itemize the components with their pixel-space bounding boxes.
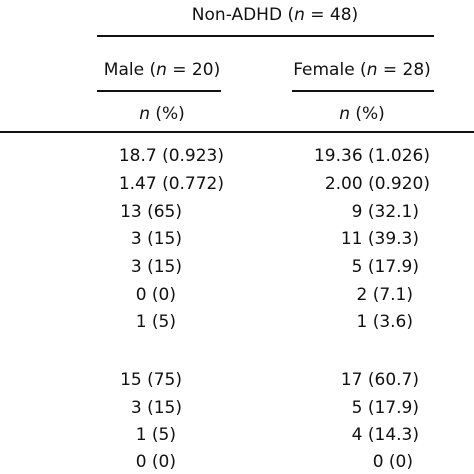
female-cell: 19.36 (1.026) — [313, 146, 430, 166]
female-cell: 0 (0) — [372, 452, 413, 472]
male-column-header: Male (n = 20) — [103, 60, 221, 80]
female-cell: 1 (3.6) — [356, 312, 413, 332]
group-title-rule — [97, 35, 434, 37]
female-column-header: Female (n = 28) — [293, 60, 431, 80]
group-title: Non-ADHD (n = 48) — [191, 5, 359, 25]
male-cell: 0 (0) — [135, 452, 176, 472]
male-cell: 1 (5) — [135, 425, 176, 445]
female-cell: 11 (39.3) — [340, 229, 419, 249]
female-cell: 2 (7.1) — [356, 285, 413, 305]
male-cell: 0 (0) — [135, 285, 176, 305]
female-cell: 5 (17.9) — [351, 398, 419, 418]
female-subheader: n (%) — [339, 104, 385, 124]
table-header-rule — [0, 131, 474, 133]
female-header-rule — [292, 90, 434, 92]
male-header-rule — [97, 90, 221, 92]
male-cell: 1 (5) — [135, 312, 176, 332]
male-cell: 1.47 (0.772) — [118, 174, 224, 194]
male-cell: 3 (15) — [130, 229, 182, 249]
male-cell: 3 (15) — [130, 398, 182, 418]
female-cell: 2.00 (0.920) — [324, 174, 430, 194]
male-subheader: n (%) — [139, 104, 185, 124]
male-cell: 15 (75) — [120, 370, 182, 390]
female-cell: 9 (32.1) — [351, 202, 419, 222]
female-cell: 4 (14.3) — [351, 425, 419, 445]
male-cell: 18.7 (0.923) — [118, 146, 224, 166]
male-cell: 3 (15) — [130, 257, 182, 277]
female-cell: 5 (17.9) — [351, 257, 419, 277]
male-cell: 13 (65) — [120, 202, 182, 222]
female-cell: 17 (60.7) — [340, 370, 419, 390]
